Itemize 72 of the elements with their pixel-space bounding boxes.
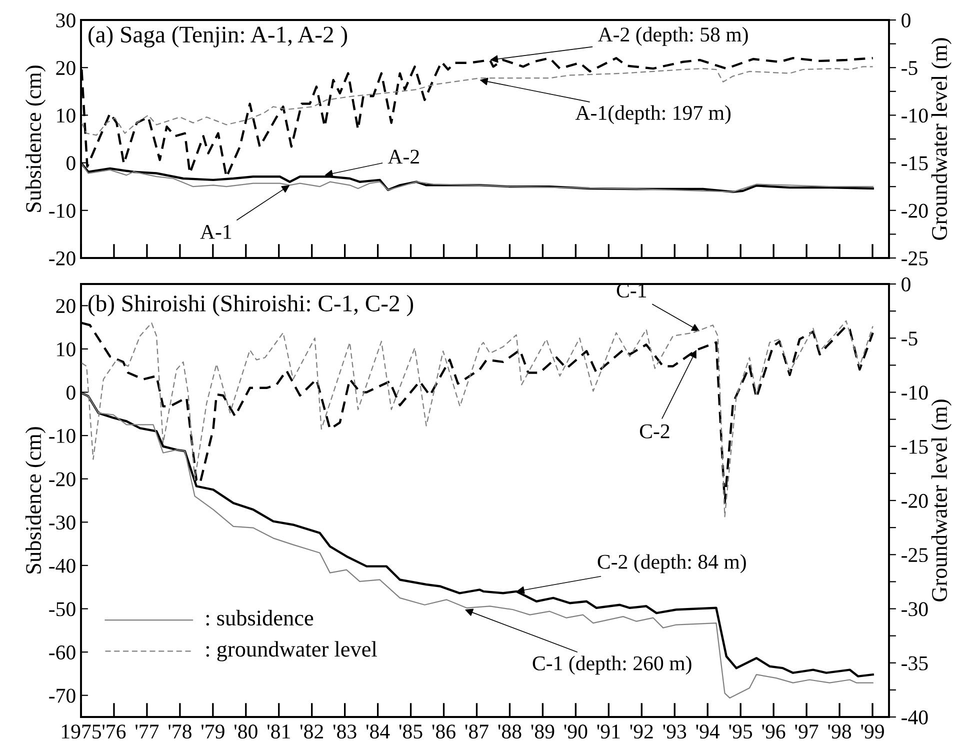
- y-tick-label: -60: [49, 645, 76, 660]
- y2-tick-label: -25: [902, 251, 928, 266]
- x-tick-label: '77: [136, 724, 159, 738]
- y-tick-label: 0: [66, 386, 76, 400]
- x-tick-label: 1975: [62, 724, 102, 739]
- y2-tick-label: -5: [902, 332, 918, 346]
- x-tick-label: '97: [795, 724, 818, 739]
- x-tick-label: '81: [267, 724, 290, 739]
- y2-tick-label: -15: [902, 440, 928, 454]
- y-tick-label: -30: [49, 516, 76, 530]
- y-tick-label: -20: [49, 251, 76, 266]
- y-tick-label: 0: [66, 156, 76, 170]
- y-tick-label: 20: [56, 299, 76, 314]
- y-tick-label: 30: [56, 13, 76, 28]
- y2-tick-label: 0: [902, 13, 910, 28]
- chart-title: (a) Saga (Tenjin: A-1, A-2 ): [88, 26, 348, 48]
- x-tick-label: '88: [498, 724, 522, 739]
- y-axis-title: Subsidence (cm): [25, 427, 46, 574]
- x-tick-label: '99: [861, 724, 884, 739]
- x-tick-label: '91: [597, 724, 620, 739]
- y2-tick-label: 0: [902, 277, 910, 292]
- x-tick-label: '87: [465, 724, 488, 739]
- x-tick-label: '80: [234, 724, 258, 739]
- x-tick-label: '85: [399, 724, 422, 739]
- annotation: : subsidence: [206, 610, 314, 626]
- y-tick-label: -20: [49, 472, 76, 486]
- y-tick-label: 10: [57, 108, 76, 123]
- y2-tick-label: -20: [902, 204, 928, 218]
- y-tick-label: -70: [49, 688, 76, 703]
- y-tick-label: -10: [49, 428, 76, 443]
- y2-tick-label: -15: [902, 156, 928, 170]
- x-tick-label: '79: [202, 724, 224, 739]
- y2-axis-title: Groundwater level (m): [931, 400, 952, 602]
- annotation: A-2 (depth: 58 m): [598, 26, 748, 46]
- annotation: C-1 (depth: 260 m): [532, 656, 692, 675]
- annotation: C-2 (depth: 84 m): [598, 554, 746, 574]
- x-tick-label: '92: [630, 724, 653, 739]
- y2-tick-label: -40: [902, 710, 928, 724]
- x-tick-label: '86: [432, 724, 456, 739]
- x-tick-label: '94: [696, 724, 720, 739]
- x-tick-label: '98: [828, 724, 852, 739]
- y2-tick-label: -20: [902, 494, 928, 508]
- y-axis-title: Subsidence (cm): [25, 66, 46, 212]
- y-tick-label: 10: [57, 342, 76, 356]
- annotation: : groundwater level: [206, 641, 377, 662]
- x-tick-label: '84: [366, 724, 390, 739]
- annotation: C-2: [640, 424, 670, 438]
- x-tick-label: '93: [663, 724, 686, 739]
- x-tick-label: '78: [168, 724, 192, 739]
- x-tick-label: '95: [729, 724, 752, 739]
- y2-tick-label: -5: [902, 61, 918, 76]
- y-tick-label: -50: [49, 602, 76, 616]
- y-tick-label: -40: [49, 558, 76, 573]
- y2-tick-label: -35: [902, 656, 928, 670]
- x-tick-label: '76: [102, 724, 126, 739]
- x-tick-label: '89: [531, 724, 554, 739]
- y2-tick-label: -25: [902, 548, 928, 562]
- x-tick-label: '96: [762, 724, 786, 739]
- annotation: A-1(depth: 197 m): [575, 105, 731, 124]
- annotation: A-2: [388, 150, 419, 164]
- x-tick-label: '82: [300, 724, 323, 739]
- y-tick-label: -10: [49, 204, 76, 218]
- annotation: A-1: [200, 225, 232, 239]
- y2-axis-title: Groundwater level (m): [931, 38, 952, 240]
- x-tick-label: '90: [564, 724, 588, 739]
- line-series: [81, 66, 874, 136]
- chart-title: (b) Shiroishi (Shiroishi: C-1, C-2 ): [88, 294, 414, 316]
- x-tick-label: '83: [333, 724, 356, 739]
- y2-tick-label: -30: [902, 602, 928, 616]
- y2-tick-label: -10: [902, 108, 928, 123]
- y2-tick-label: -10: [902, 386, 928, 400]
- y-tick-label: 20: [56, 60, 76, 76]
